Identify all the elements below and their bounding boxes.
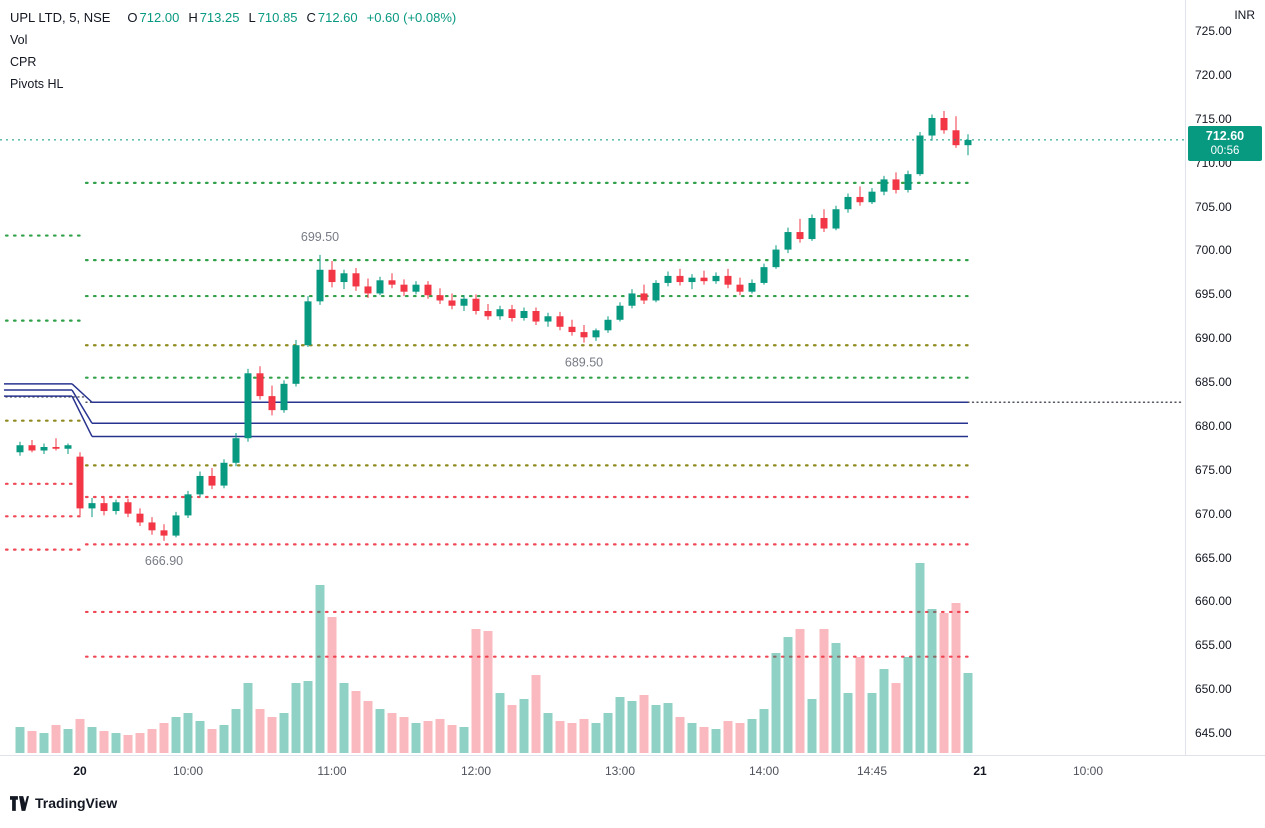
price-axis-label: 690.00 [1195, 331, 1232, 346]
volume-bars [15, 563, 973, 753]
price-axis-label: 655.00 [1195, 638, 1232, 653]
swing-label: 699.50 [301, 230, 339, 244]
time-axis-tick: 10:00 [172, 764, 204, 778]
price-axis-label: 715.00 [1195, 111, 1232, 126]
candles [16, 110, 972, 541]
tradingview-logo-icon [10, 795, 29, 811]
currency-label: INR [1234, 8, 1255, 22]
symbol-title[interactable]: UPL LTD, 5, NSE [10, 10, 111, 25]
price-axis-label: 705.00 [1195, 199, 1232, 214]
swing-label: 689.50 [565, 356, 603, 370]
price-chart[interactable]: 699.50 689.50 666.90 [0, 0, 1185, 755]
tradingview-logo-text: TradingView [35, 795, 118, 811]
last-price-value: 712.60 [1205, 128, 1245, 143]
time-axis-tick: 12:00 [460, 764, 492, 778]
price-axis-label: 700.00 [1195, 243, 1232, 258]
time-axis-tick: 13:00 [604, 764, 636, 778]
open-label: O [127, 10, 138, 25]
pivot-lines [4, 181, 1184, 658]
chart-legend: UPL LTD, 5, NSE O 712.00 H 713.25 L 710.85 … [10, 10, 456, 91]
low-label: L [248, 10, 256, 25]
time-axis[interactable]: 20 10:00 11:00 12:00 13:00 14:00 14:45 21 10:00 [0, 755, 1265, 789]
tradingview-attribution[interactable]: TradingView [10, 795, 117, 811]
last-price-badge: 712.60 00:56 [1188, 125, 1262, 161]
pivot-hl-annotations: 699.50 689.50 666.90 [145, 230, 603, 568]
change-value: +0.60 (+0.08%) [366, 10, 457, 25]
indicator-pivots-hl[interactable]: Pivots HL [10, 77, 64, 91]
price-axis-label: 675.00 [1195, 462, 1232, 477]
price-axis-label: 665.00 [1195, 550, 1232, 565]
high-label: H [188, 10, 198, 25]
price-axis-label: 695.00 [1195, 287, 1232, 302]
price-axis-label: 645.00 [1195, 725, 1232, 740]
ohlc-values: O 712.00 H 713.25 L 710.85 C 712.60 +0.60 (+… [120, 10, 456, 25]
time-axis-tick: 20 [73, 764, 87, 778]
price-axis-label: 660.00 [1195, 594, 1232, 609]
price-axis-label: 720.00 [1195, 68, 1232, 82]
bar-countdown: 00:56 [1210, 144, 1240, 157]
price-axis-label: 685.00 [1195, 375, 1232, 390]
close-value: 712.60 [317, 10, 358, 25]
close-label: C [306, 10, 316, 25]
high-value: 713.25 [199, 10, 240, 25]
time-axis-tick: 21 [973, 764, 987, 778]
price-axis-label: 680.00 [1195, 418, 1232, 433]
time-axis-tick: 14:45 [856, 764, 888, 778]
time-axis-tick: 11:00 [317, 764, 347, 778]
price-axis-label: 650.00 [1195, 682, 1232, 697]
indicator-cpr[interactable]: CPR [10, 55, 37, 69]
price-axis-label: 725.00 [1195, 24, 1232, 39]
swing-label: 666.90 [145, 554, 183, 568]
time-axis-tick: 10:00 [1072, 764, 1104, 778]
indicator-volume[interactable]: Vol [10, 33, 28, 47]
symbol-row: UPL LTD, 5, NSE O 712.00 H 713.25 L 710.85 … [10, 10, 456, 25]
low-value: 710.85 [257, 10, 298, 25]
time-axis-tick: 14:00 [748, 764, 780, 778]
cpr-lines [4, 383, 968, 438]
price-axis[interactable]: INR 712.60 00:56 725.00 720.00 715.00 710.0… [1185, 0, 1265, 755]
open-value: 712.00 [139, 10, 180, 25]
price-axis-label: 670.00 [1195, 506, 1232, 521]
